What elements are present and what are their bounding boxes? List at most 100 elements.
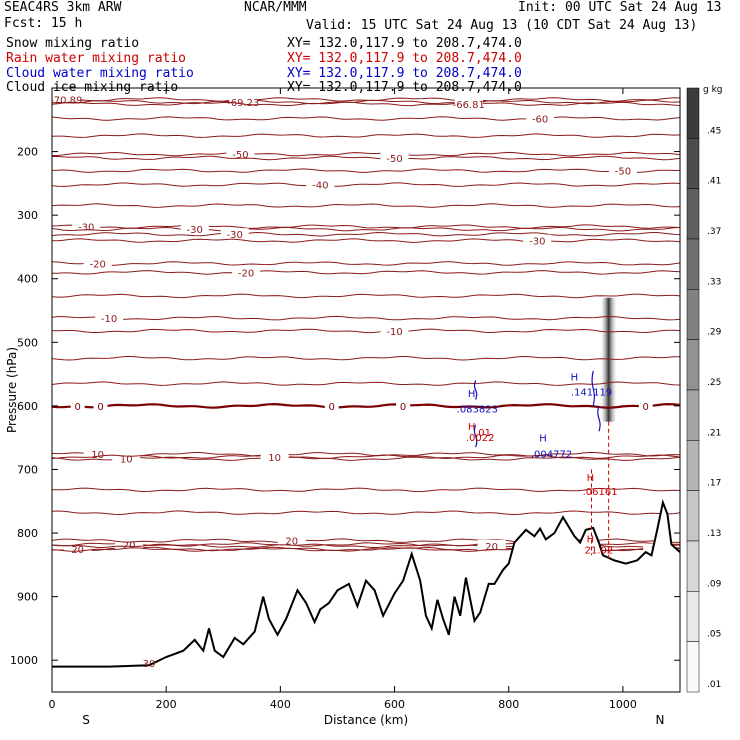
y-tick-label: 600 [17, 400, 38, 413]
contour-label-bg [93, 399, 108, 411]
rain-water-label: .01 [475, 428, 491, 439]
temperature-contour-label: -10 [101, 314, 117, 325]
contour-label-bg [83, 257, 112, 269]
temperature-contour [52, 226, 680, 232]
colorbar-tick-label: .25 [707, 378, 721, 388]
temperature-contour [52, 203, 680, 208]
xy-label-cloud: XY= 132.0,117.9 to 208.7,474.0 [287, 66, 522, 81]
terrain-fill [52, 502, 680, 692]
temperature-contour-label: 10 [91, 450, 104, 461]
temperature-contour [52, 133, 680, 138]
colorbar-tick-label: .09 [707, 579, 722, 589]
contour-label-bg [277, 534, 306, 546]
header-forecast: Fcst: 15 h [4, 16, 83, 31]
temperature-contour-label: -10 [386, 327, 402, 338]
contour-label-bg [95, 312, 124, 324]
contour-label-bg [608, 164, 637, 176]
contour-label-bg [83, 448, 112, 460]
contour-label-bg [232, 266, 261, 278]
colorbar: .45 .41 .37 .33 .29 .25 .21 .17 .13 .09 .05 .01 g kg [686, 85, 723, 693]
temperature-contour-label: -69.23 [227, 98, 259, 109]
contour-label-bg [63, 542, 92, 554]
temperature-contour [52, 238, 680, 243]
temperature-contour-label: 10 [268, 453, 281, 464]
temperature-contour [52, 510, 680, 516]
temperature-contour-label: 20 [485, 542, 498, 553]
contour-label-bg [477, 539, 506, 551]
colorbar-segment [686, 641, 700, 693]
x-tick-label: 0 [49, 698, 56, 711]
temperature-contour [52, 97, 680, 102]
x-end-label-left: S [82, 713, 90, 727]
xy-label-snow: XY= 132.0,117.9 to 208.7,474.0 [287, 36, 522, 51]
rain-water-label: H [587, 473, 595, 484]
x-tick-label: 1000 [609, 698, 637, 711]
colorbar-tick-label: .33 [707, 277, 721, 287]
contour-label-bg [523, 234, 552, 246]
temperature-contour [52, 452, 680, 457]
x-end-label-right: N [656, 713, 665, 727]
contour-label-bg [115, 538, 144, 550]
temperature-contour [52, 315, 680, 321]
contour-label-bg [72, 220, 101, 232]
contour-label-bg [180, 223, 209, 235]
y-tick-label: 1000 [10, 654, 38, 667]
temperature-contour [52, 381, 680, 386]
header-title: SEAC4RS 3km ARW [4, 0, 122, 15]
contour-label-bg [396, 399, 411, 411]
temperature-contour [52, 168, 680, 173]
temperature-contour-label: 20 [71, 545, 84, 556]
colorbar-tick-label: .37 [707, 227, 721, 237]
x-tick-label: 800 [498, 698, 519, 711]
temperature-contour-label: -20 [90, 259, 106, 270]
temperature-contour [52, 182, 680, 187]
temperature-contour-label: 10 [120, 455, 133, 466]
y-tick-label: 900 [17, 591, 38, 604]
y-tick-label: 200 [17, 146, 38, 159]
x-tick-label: 600 [384, 698, 405, 711]
colorbar-tick-label: .41 [707, 177, 721, 187]
x-axis-label: Distance (km) [324, 713, 408, 727]
temperature-contour [52, 101, 680, 107]
contour-label-bg [306, 178, 335, 190]
freezing-level-label: 0 [75, 402, 81, 413]
y-tick-label: 300 [17, 209, 38, 222]
cloud-water-contour [591, 370, 595, 407]
temperature-contour-label: -20 [238, 268, 254, 279]
colorbar-tick-label: .29 [707, 328, 722, 338]
temperature-contour [52, 224, 680, 229]
temperature-contour [52, 328, 680, 334]
temperature-contour [52, 116, 680, 121]
y-tick-label: 800 [17, 527, 38, 540]
rain-water-label: H [587, 535, 595, 546]
colorbar-segment [686, 389, 700, 441]
rain-water-label: .0022 [466, 433, 495, 444]
temperature-contour-label: -50 [232, 150, 248, 161]
temperature-contour-label: 30 [143, 659, 156, 670]
temperature-contour [52, 231, 680, 237]
temperature-contour-label: -30 [187, 225, 203, 236]
contour-label-bg [260, 450, 289, 462]
temperature-contour-label: -60 [532, 115, 548, 126]
cloud-water-label: .083823 [457, 404, 498, 415]
colorbar-tick-label: .17 [707, 479, 721, 489]
temperature-contour [52, 151, 680, 157]
contour-label-bg [220, 228, 249, 240]
temperature-contour [52, 487, 680, 493]
freezing-level-label: 0 [643, 402, 649, 413]
temperature-contour-label: -30 [529, 237, 545, 248]
contour-label-bg [229, 95, 258, 107]
contour-label-bg [638, 399, 653, 411]
colorbar-segment [686, 440, 700, 491]
colorbar-segment [686, 591, 700, 642]
contour-label-bg [226, 148, 255, 160]
temperature-contour [52, 155, 680, 161]
header-init: Init: 00 UTC Sat 24 Aug 13 [518, 0, 722, 15]
cloud-water-label: H [468, 389, 476, 400]
cloud-water-contour [473, 424, 478, 448]
colorbar-segment [686, 138, 700, 189]
temperature-contour-label: -30 [227, 230, 243, 241]
y-tick-label: 400 [17, 273, 38, 286]
snow-shading [599, 297, 618, 422]
